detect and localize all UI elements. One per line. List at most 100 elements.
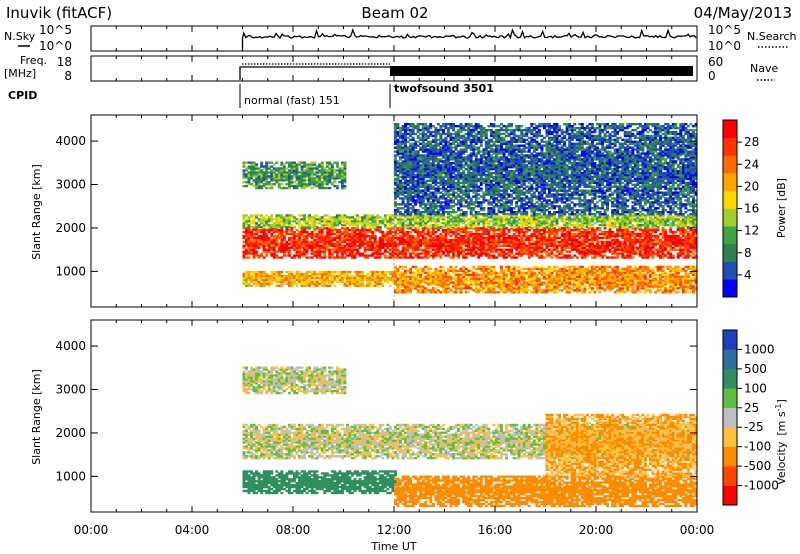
heatmap-cell [406, 291, 410, 294]
heatmap-cell [623, 275, 627, 278]
heatmap-cell [330, 222, 334, 225]
heatmap-cell [368, 226, 372, 229]
heatmap-cell [270, 214, 274, 217]
heatmap-cell [452, 267, 456, 271]
heatmap-cell [543, 267, 546, 271]
heatmap-cell [651, 285, 655, 288]
heatmap-cell [424, 256, 428, 259]
heatmap-cell [631, 275, 635, 278]
heatmap-cell [593, 244, 597, 248]
heatmap-cell [287, 232, 291, 236]
heatmap-cell [638, 224, 642, 227]
heatmap-cell [565, 273, 569, 276]
heatmap-cell [492, 287, 496, 290]
heatmap-cell [459, 248, 463, 251]
heatmap-cell [348, 250, 352, 253]
heatmap-cell [434, 273, 438, 276]
heatmap-cell [570, 287, 574, 290]
heatmap-cell [578, 240, 582, 244]
heatmap-cell [434, 240, 438, 244]
heatmap-cell [260, 236, 264, 240]
heatmap-cell [512, 281, 516, 284]
heatmap-cell [565, 285, 569, 288]
heatmap-cell [608, 216, 612, 219]
heatmap-cell [565, 277, 569, 280]
heatmap-cell [570, 277, 574, 280]
heatmap-cell [674, 269, 678, 272]
heatmap-cell [479, 273, 483, 276]
heatmap-cell [570, 220, 574, 223]
heatmap-cell [245, 231, 248, 234]
heatmap-cell [421, 222, 425, 225]
heatmap-cell [568, 244, 572, 248]
heatmap-cell [489, 234, 493, 238]
heatmap-cell [449, 269, 453, 272]
heatmap-cell [310, 234, 314, 238]
heatmap-cell [404, 224, 408, 227]
heatmap-cell [416, 267, 420, 271]
heatmap-cell [477, 220, 481, 223]
heatmap-cell [280, 222, 284, 225]
heatmap-cell [267, 250, 271, 253]
heatmap-cell [500, 220, 503, 223]
heatmap-cell [689, 216, 693, 219]
heatmap-cell [386, 280, 390, 284]
heatmap-cell [608, 275, 612, 278]
heatmap-cell [679, 250, 683, 253]
heatmap-cell [689, 279, 693, 282]
heatmap-cell [550, 275, 554, 278]
heatmap-cell [588, 283, 592, 286]
heatmap-cell [343, 270, 347, 274]
station-title: Inuvik (fitACF) [6, 4, 112, 22]
heatmap-cell [578, 252, 582, 255]
heatmap-cell [399, 240, 402, 244]
heatmap-cell [646, 232, 650, 236]
cpid-label: CPID [8, 89, 37, 102]
heatmap-cell [338, 240, 342, 244]
heatmap-cell [591, 240, 594, 244]
heatmap-cell [537, 281, 541, 284]
heatmap-cell [684, 220, 688, 223]
heatmap-cell [545, 269, 549, 272]
heatmap-cell [608, 283, 612, 286]
heatmap-cell [356, 222, 360, 225]
heatmap-cell [383, 218, 387, 221]
heatmap-cell [452, 222, 456, 225]
heatmap-cell [416, 224, 420, 227]
heatmap-cell [434, 275, 438, 278]
heatmap-cell [401, 283, 405, 286]
heatmap-cell [633, 252, 637, 255]
heatmap-cell [315, 256, 319, 259]
heatmap-cell [373, 229, 377, 232]
heatmap-cell [464, 216, 468, 219]
heatmap-cell [406, 242, 410, 246]
heatmap-cell [676, 252, 680, 255]
heatmap-cell [659, 283, 663, 286]
heatmap-cell [346, 254, 349, 257]
heatmap-cell [502, 224, 506, 227]
heatmap-cell [515, 216, 519, 219]
heatmap-cell [613, 281, 617, 284]
heatmap-cell [522, 234, 526, 238]
heatmap-cell [525, 281, 529, 284]
heatmap-cell [318, 250, 322, 253]
heatmap-cell [439, 285, 443, 288]
heatmap-cell [401, 218, 405, 221]
heatmap-cell [290, 242, 294, 246]
heatmap-cell [618, 214, 622, 217]
heatmap-cell [603, 279, 607, 282]
heatmap-cell [318, 282, 322, 286]
heatmap-cell [391, 240, 395, 244]
heatmap-cell [692, 216, 695, 219]
heatmap-cell [353, 240, 357, 244]
heatmap-cell [616, 256, 620, 259]
heatmap-cell [457, 242, 461, 246]
heatmap-cell [555, 231, 559, 234]
heatmap-cell [649, 236, 652, 240]
heatmap-cell [310, 226, 314, 229]
heatmap-cell [626, 256, 630, 259]
heatmap-cell [313, 250, 317, 253]
heatmap-cell [368, 240, 372, 244]
heatmap-cell [457, 248, 461, 251]
heatmap-cell [548, 238, 551, 242]
